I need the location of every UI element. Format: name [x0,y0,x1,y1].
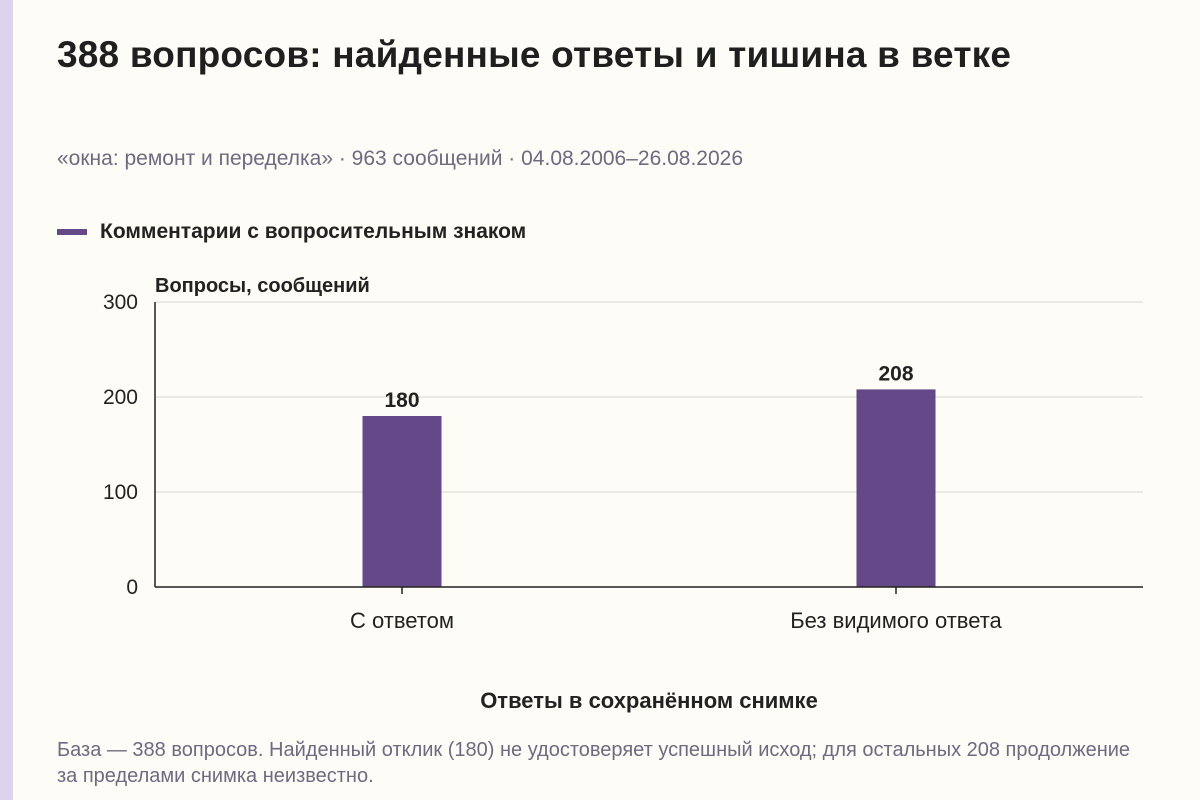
y-axis-title: Вопросы, сообщений [155,275,370,297]
data-label: 208 [878,362,913,385]
y-tick-label: 300 [103,291,138,314]
data-label: 180 [384,389,419,412]
legend-swatch [57,229,87,235]
footnote: База — 388 вопросов. Найденный отклик (1… [57,739,1131,787]
y-tick-label: 0 [126,576,138,599]
gridlines [155,301,1143,493]
chart-title: 388 вопросов: найденные ответы и тишина … [57,34,1012,75]
y-tick-label: 100 [103,481,138,504]
axes: 0 100 200 300 С ответом Без видимого ответа [103,291,1143,633]
legend-label: Комментарии с вопросительным знаком [100,220,527,243]
x-axis-title: Ответы в сохранённом снимке [480,688,818,713]
bar [856,389,936,587]
chart-subtitle: «окна: ремонт и переделка» · 963 сообщен… [57,147,744,170]
legend: Комментарии с вопросительным знаком [57,220,526,244]
x-tick-label: С ответом [350,608,454,633]
accent-stripe [0,0,13,800]
x-tick-label: Без видимого ответа [790,608,1002,633]
bar [362,416,442,587]
y-tick-label: 200 [103,386,138,409]
bars: 180 208 [362,362,936,587]
